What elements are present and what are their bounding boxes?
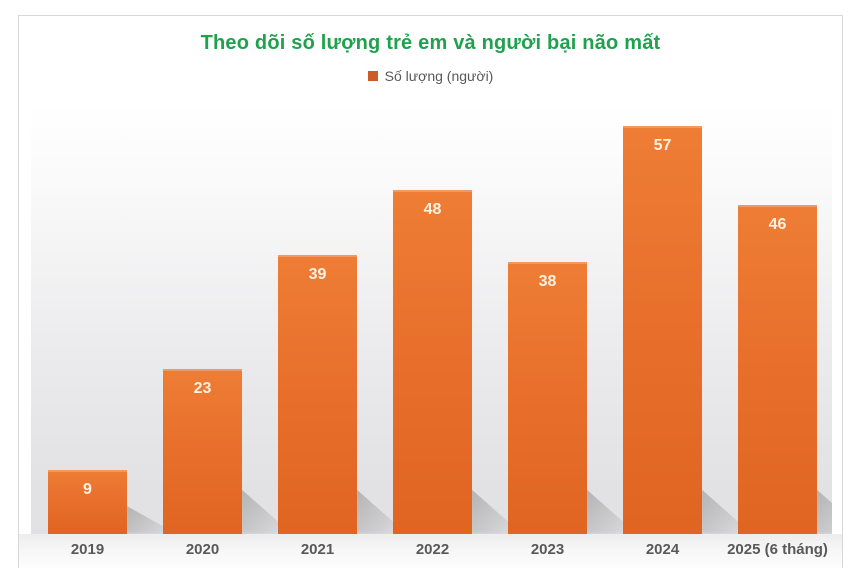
bar-value-label: 23	[193, 380, 212, 397]
x-axis: 2019 2020 2021 2022 2023 2024 2025 (6 tháng)	[19, 534, 842, 568]
bar-2019[interactable]: 9	[48, 470, 127, 534]
x-axis-label-2024: 2024	[645, 541, 680, 558]
bar-value-label: 48	[423, 201, 442, 218]
bar-value-label: 38	[538, 273, 557, 290]
x-axis-label-2019: 2019	[70, 541, 105, 558]
legend-label: Số lượng (người)	[384, 68, 494, 84]
x-axis-label-2022: 2022	[415, 541, 450, 558]
bar-value-label: 46	[768, 216, 787, 233]
x-axis-label-2020: 2020	[185, 541, 220, 558]
bar-value-label: 57	[653, 137, 672, 154]
bar-2025 (6 tháng)[interactable]: 46	[738, 205, 817, 534]
x-axis-label-2021: 2021	[300, 541, 335, 558]
chart-legend[interactable]: Số lượng (người)	[19, 68, 842, 84]
bar-2024[interactable]: 57	[623, 126, 702, 534]
bar-2023[interactable]: 38	[508, 262, 587, 534]
x-axis-label-2023: 2023	[530, 541, 565, 558]
legend-swatch-icon	[367, 71, 378, 81]
plot-area: 9 23 39 48 38 57 46	[31, 101, 832, 534]
chart-frame: Theo dõi số lượng trẻ em và người bại nã…	[18, 15, 843, 568]
bar-value-label: 9	[83, 481, 92, 498]
bar-2022[interactable]: 48	[393, 190, 472, 534]
chart-title: Theo dõi số lượng trẻ em và người bại nã…	[200, 32, 661, 54]
bar-value-label: 39	[308, 266, 327, 283]
bar-2021[interactable]: 39	[278, 255, 357, 534]
bar-shadow	[815, 488, 832, 534]
bar-2020[interactable]: 23	[163, 369, 242, 534]
x-axis-label-2025 (6 tháng): 2025 (6 tháng)	[727, 541, 828, 558]
